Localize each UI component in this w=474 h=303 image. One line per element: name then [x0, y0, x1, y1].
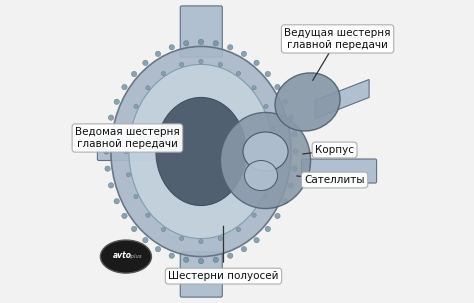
Ellipse shape [252, 213, 256, 217]
Text: Ведущая шестерня
главной передачи: Ведущая шестерня главной передачи [284, 28, 391, 50]
Ellipse shape [134, 194, 138, 199]
Ellipse shape [105, 166, 110, 171]
Polygon shape [315, 79, 369, 118]
Ellipse shape [283, 198, 288, 204]
Ellipse shape [156, 98, 246, 205]
Ellipse shape [292, 132, 297, 137]
Ellipse shape [155, 51, 161, 57]
Ellipse shape [213, 41, 219, 46]
Ellipse shape [243, 132, 288, 171]
Ellipse shape [198, 258, 204, 264]
Ellipse shape [109, 183, 114, 188]
FancyBboxPatch shape [84, 0, 390, 303]
Ellipse shape [265, 226, 271, 232]
Ellipse shape [271, 126, 276, 130]
Ellipse shape [169, 253, 174, 258]
Ellipse shape [241, 246, 246, 252]
FancyBboxPatch shape [301, 159, 377, 183]
Ellipse shape [275, 73, 340, 131]
Ellipse shape [129, 65, 273, 238]
Ellipse shape [104, 149, 109, 154]
Ellipse shape [183, 257, 189, 262]
Ellipse shape [143, 60, 148, 65]
Ellipse shape [199, 59, 203, 64]
Ellipse shape [271, 173, 276, 177]
Ellipse shape [252, 86, 256, 90]
Ellipse shape [122, 213, 127, 218]
Ellipse shape [109, 115, 114, 120]
Ellipse shape [134, 104, 138, 109]
Ellipse shape [146, 86, 150, 90]
Text: avto: avto [113, 251, 132, 260]
Ellipse shape [237, 71, 241, 76]
Ellipse shape [254, 238, 259, 243]
Ellipse shape [155, 246, 161, 252]
Ellipse shape [161, 227, 165, 232]
Ellipse shape [122, 85, 127, 90]
Ellipse shape [274, 149, 278, 154]
Ellipse shape [111, 46, 291, 257]
Text: Шестерни полуосей: Шестерни полуосей [168, 271, 279, 281]
Ellipse shape [275, 85, 280, 90]
Ellipse shape [161, 71, 165, 76]
FancyBboxPatch shape [180, 6, 222, 57]
Ellipse shape [169, 45, 174, 50]
Ellipse shape [265, 71, 271, 77]
Text: Корпус: Корпус [315, 145, 354, 155]
Ellipse shape [179, 236, 184, 241]
FancyBboxPatch shape [180, 252, 222, 297]
Ellipse shape [213, 257, 219, 262]
Ellipse shape [218, 62, 223, 67]
Ellipse shape [199, 239, 203, 244]
Ellipse shape [220, 112, 310, 208]
Ellipse shape [288, 183, 293, 188]
Ellipse shape [283, 99, 288, 105]
Ellipse shape [237, 227, 241, 232]
Text: Ведомая шестерня
главной передачи: Ведомая шестерня главной передачи [75, 127, 180, 149]
Text: Сателлиты: Сателлиты [304, 175, 365, 185]
Ellipse shape [183, 41, 189, 46]
Ellipse shape [293, 149, 298, 154]
Ellipse shape [143, 238, 148, 243]
Ellipse shape [198, 39, 204, 45]
Ellipse shape [228, 45, 233, 50]
Text: .plus: .plus [129, 254, 142, 259]
Ellipse shape [241, 51, 246, 57]
Ellipse shape [275, 213, 280, 218]
Ellipse shape [114, 99, 119, 105]
Ellipse shape [126, 173, 131, 177]
Ellipse shape [264, 194, 268, 199]
Ellipse shape [288, 115, 293, 120]
Ellipse shape [114, 198, 119, 204]
Ellipse shape [264, 104, 268, 109]
Ellipse shape [131, 226, 137, 232]
Ellipse shape [124, 149, 128, 154]
FancyBboxPatch shape [97, 136, 155, 161]
Ellipse shape [105, 132, 110, 137]
Ellipse shape [126, 126, 131, 130]
Ellipse shape [218, 236, 223, 241]
Ellipse shape [254, 60, 259, 65]
Ellipse shape [146, 213, 150, 217]
Ellipse shape [179, 62, 184, 67]
Ellipse shape [292, 166, 297, 171]
Ellipse shape [131, 71, 137, 77]
Ellipse shape [100, 240, 151, 273]
Ellipse shape [228, 253, 233, 258]
Ellipse shape [245, 161, 278, 191]
